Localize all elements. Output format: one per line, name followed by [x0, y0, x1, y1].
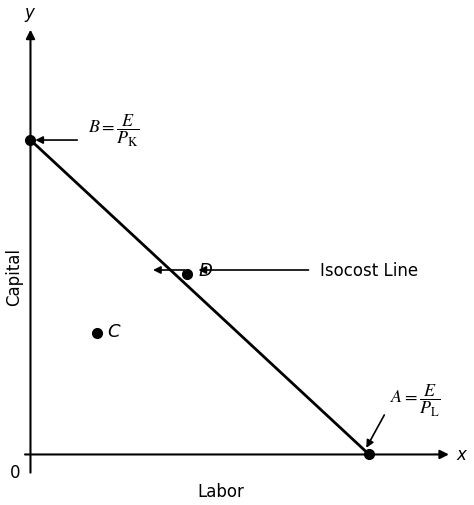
- Text: $y$: $y$: [24, 6, 36, 24]
- Text: Capital: Capital: [5, 248, 23, 306]
- Text: $A = \dfrac{E}{P_{\mathrm{L}}}$: $A = \dfrac{E}{P_{\mathrm{L}}}$: [390, 382, 441, 418]
- Text: $C$: $C$: [107, 322, 121, 340]
- Text: Labor: Labor: [197, 482, 244, 500]
- Text: 0: 0: [9, 463, 20, 481]
- Text: $D$: $D$: [198, 262, 213, 279]
- Text: $B = \dfrac{E}{P_{\mathrm{K}}}$: $B = \dfrac{E}{P_{\mathrm{K}}}$: [88, 112, 140, 148]
- Text: Isocost Line: Isocost Line: [319, 262, 418, 279]
- Text: $x$: $x$: [456, 445, 468, 464]
